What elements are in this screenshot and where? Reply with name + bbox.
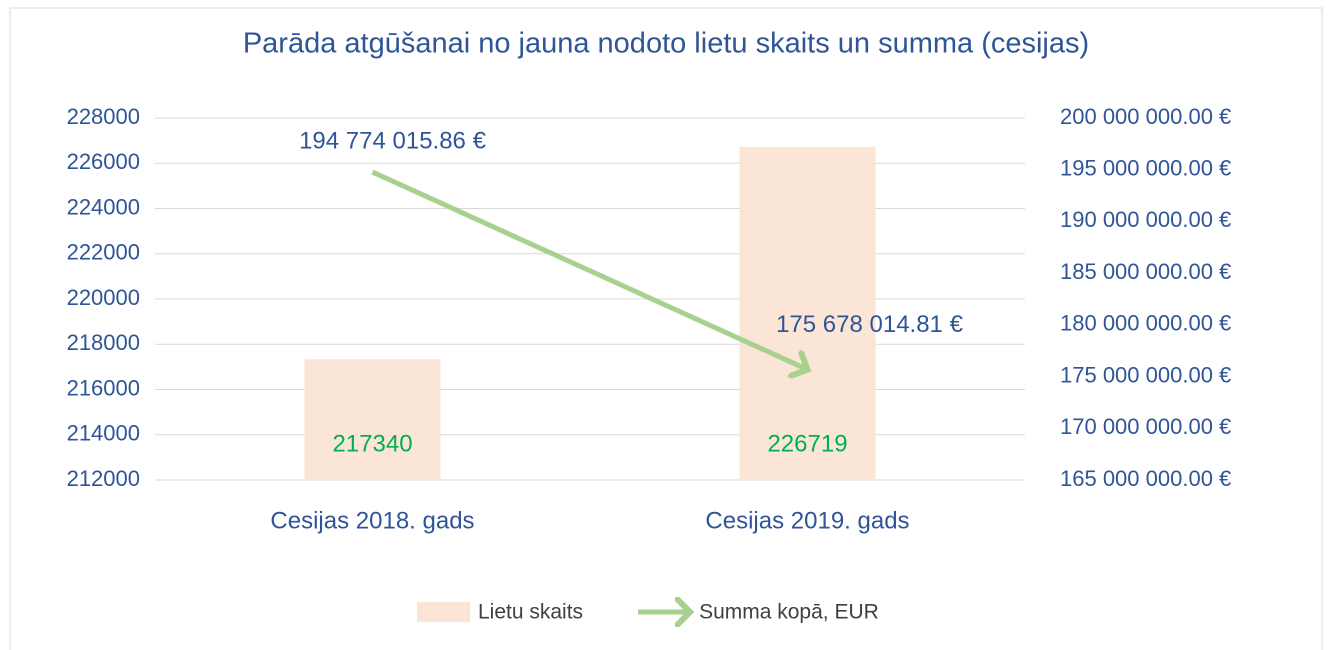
y-tick-label: 220000 [67, 285, 140, 310]
y-tick-label: 222000 [67, 240, 140, 265]
y2-tick-label: 180 000 000.00 € [1060, 311, 1231, 336]
y2-tick-label: 195 000 000.00 € [1060, 156, 1231, 181]
legend-swatch [417, 602, 470, 622]
y-tick-label: 216000 [67, 375, 140, 400]
y2-tick-label: 165 000 000.00 € [1060, 466, 1231, 491]
y-tick-label: 228000 [67, 104, 140, 129]
y-tick-label: 212000 [67, 466, 140, 491]
y2-tick-label: 175 000 000.00 € [1060, 362, 1231, 387]
x-tick-label: Cesijas 2019. gads [705, 507, 909, 534]
data-label: 175 678 014.81 € [776, 311, 963, 338]
y-tick-label: 214000 [67, 421, 140, 446]
y2-tick-label: 190 000 000.00 € [1060, 207, 1231, 232]
data-label: 217340 [332, 430, 412, 457]
bar [304, 359, 441, 480]
chart-frame [9, 7, 1323, 650]
y2-tick-label: 200 000 000.00 € [1060, 104, 1231, 129]
y-tick-label: 226000 [67, 149, 140, 174]
y-tick-label: 218000 [67, 330, 140, 355]
y2-tick-label: 170 000 000.00 € [1060, 414, 1231, 439]
legend-label: Summa kopā, EUR [699, 601, 879, 624]
x-tick-label: Cesijas 2018. gads [270, 507, 474, 534]
y-tick-label: 224000 [67, 194, 140, 219]
chart-title: Parāda atgūšanai no jauna nodoto lietu s… [243, 28, 1089, 60]
y2-tick-label: 185 000 000.00 € [1060, 259, 1231, 284]
line [371, 169, 808, 370]
legend-label: Lietu skaits [478, 601, 583, 624]
data-label: 194 774 015.86 € [299, 127, 486, 154]
data-label: 226719 [767, 430, 847, 457]
bar [739, 146, 876, 481]
